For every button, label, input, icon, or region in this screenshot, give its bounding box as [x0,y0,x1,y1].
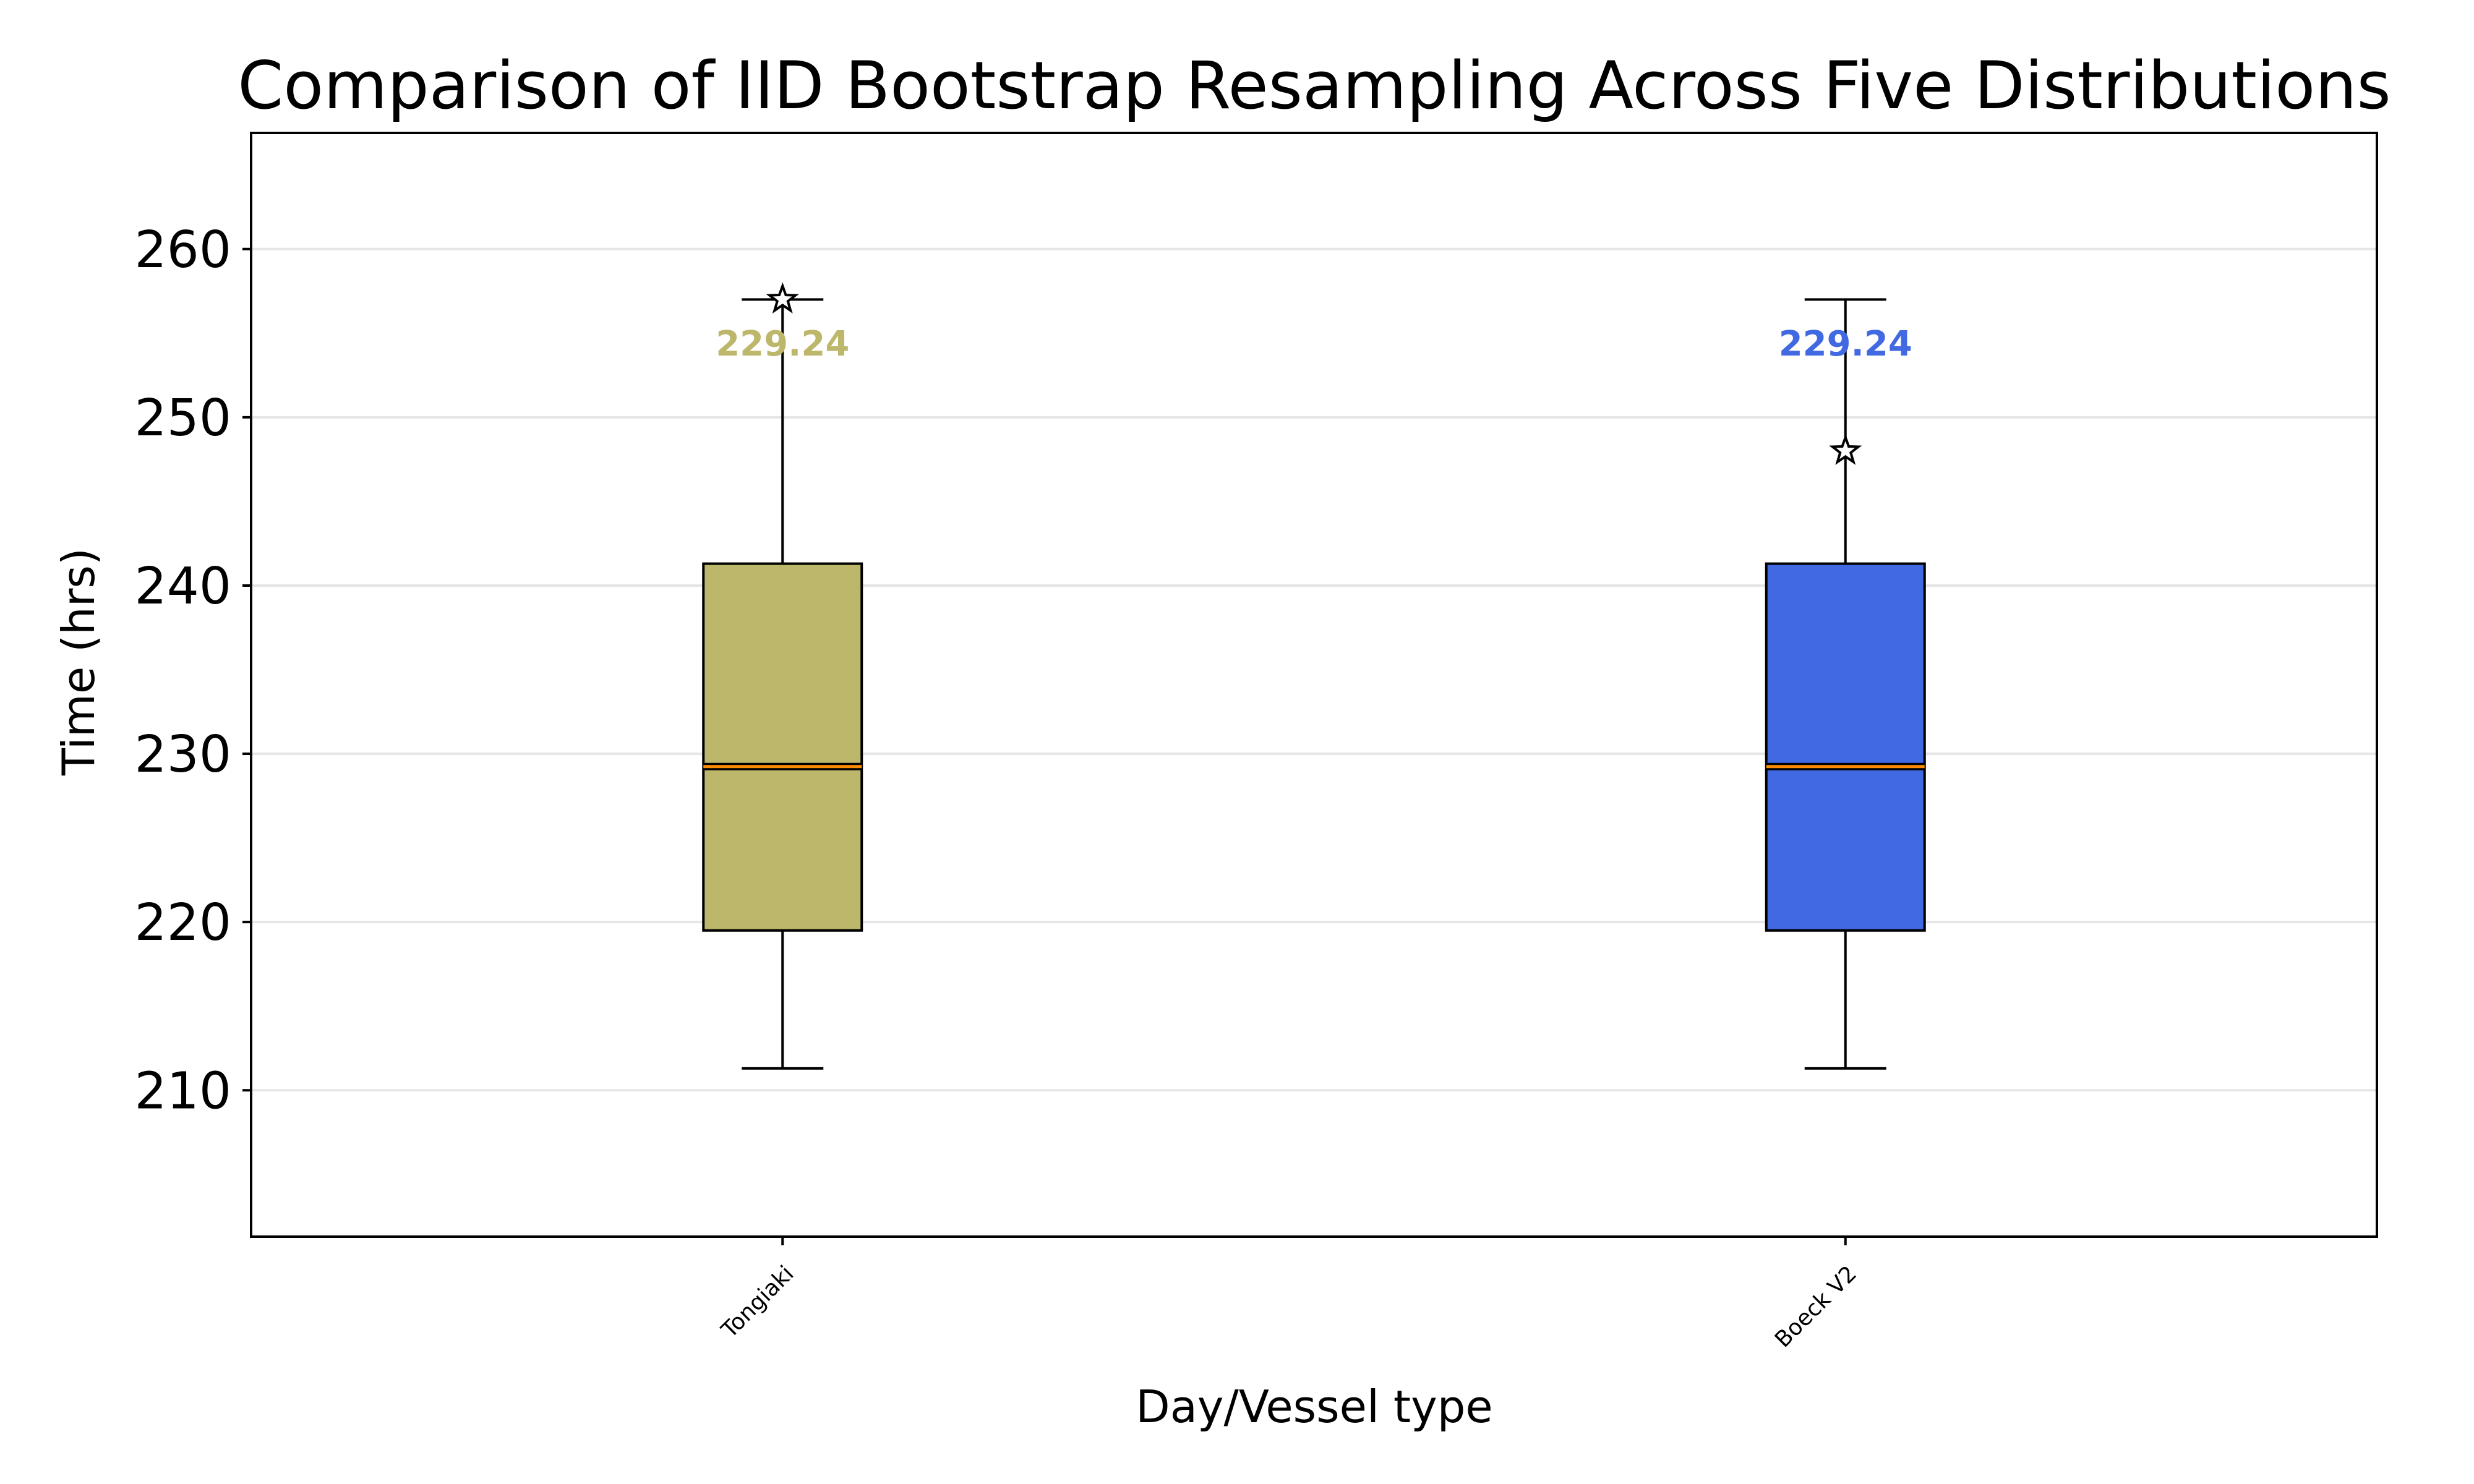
box-group: 229.24 [702,282,863,1070]
grid-lines [251,247,2377,1092]
x-axis-ticks: Tongiaki Boeck V2 [716,1237,1862,1353]
boxes-layer: 229.24 229.24 [702,282,1926,1070]
y-axis-label: Time (hrs) [53,548,105,776]
median-value-label: 229.24 [1779,324,1912,364]
mean-star-marker [1829,433,1862,465]
x-tick-label: Tongiaki [716,1261,798,1343]
median-value-label: 229.24 [716,324,849,364]
box-iqr [1765,562,1926,932]
y-tick-label: 250 [134,389,231,448]
x-tick-label: Boeck V2 [1770,1261,1862,1352]
box-group: 229.24 [1765,298,1926,1070]
y-tick-label: 240 [134,557,231,616]
chart-title: Comparison of IID Bootstrap Resampling A… [238,48,2391,124]
y-tick-label: 260 [134,221,231,279]
y-tick-label: 230 [134,725,231,784]
y-tick-label: 220 [134,893,231,952]
y-axis-ticks: 210 220 230 240 250 260 [134,221,251,1120]
mean-star-marker [766,282,799,314]
x-axis-label: Day/Vessel type [1136,1381,1492,1433]
box-iqr [702,562,863,932]
plot-area-frame [250,132,2378,1238]
y-tick-label: 210 [134,1062,231,1120]
